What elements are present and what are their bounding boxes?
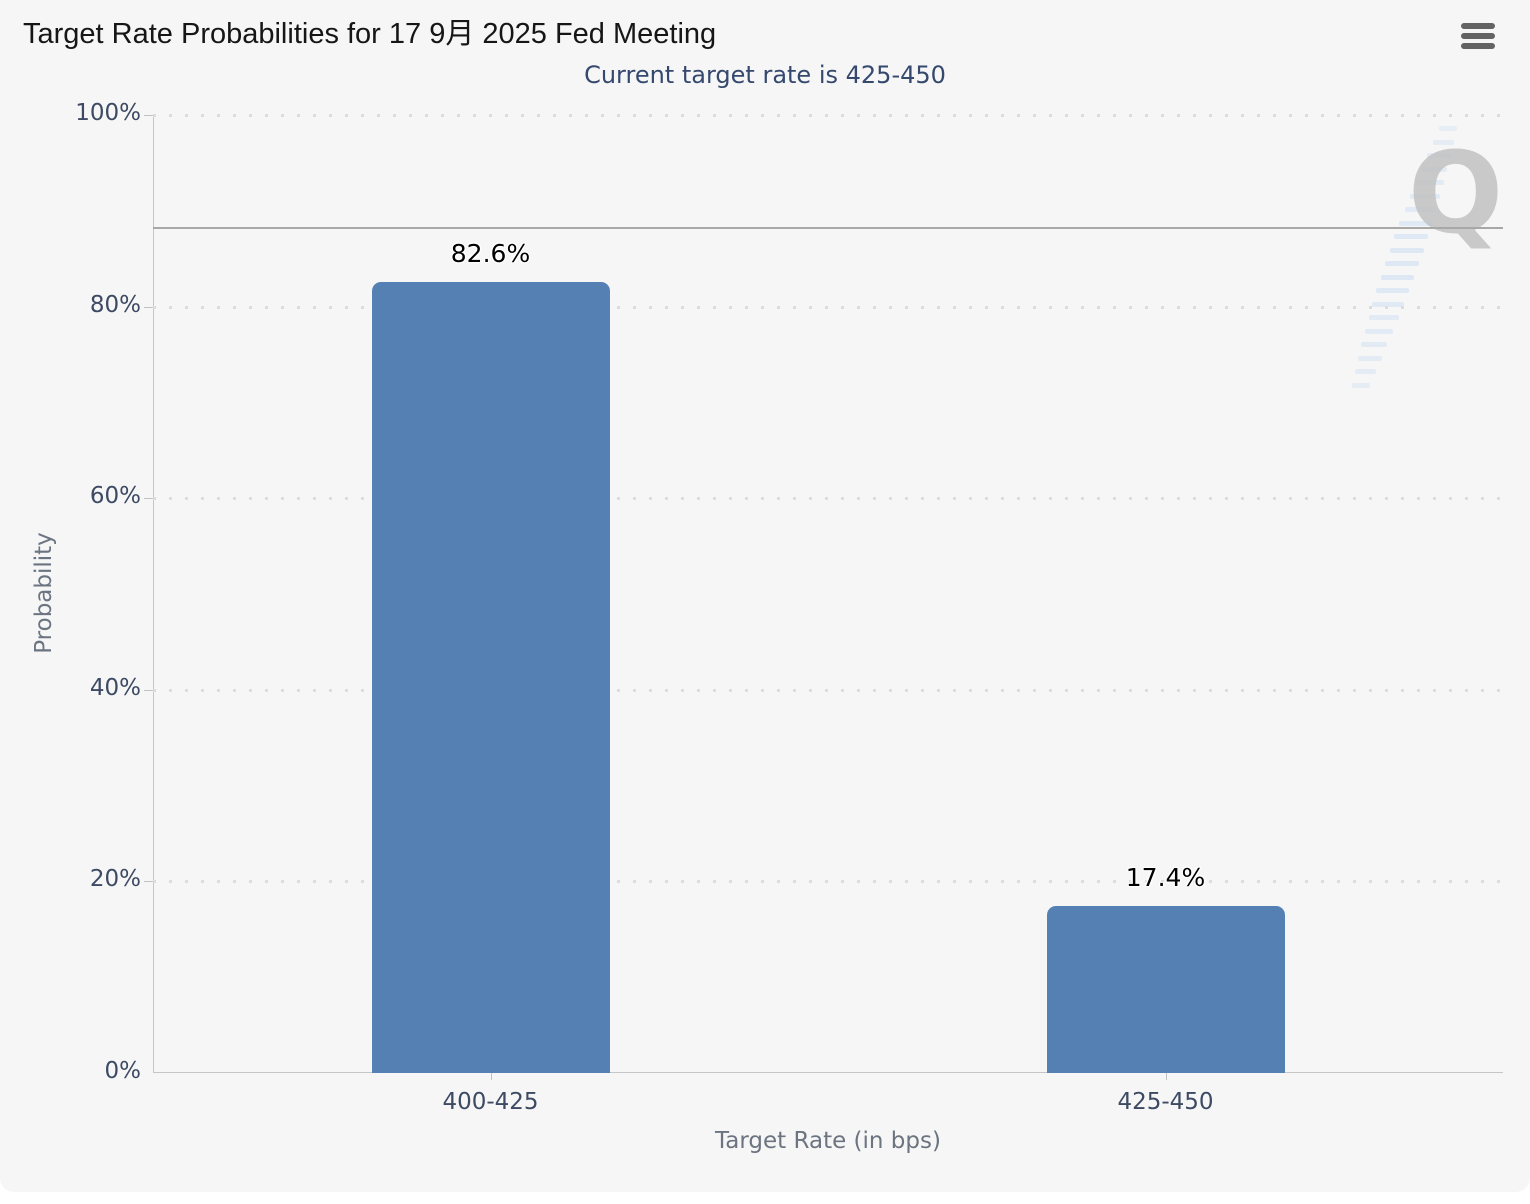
chart-subtitle: Current target rate is 425-450 <box>584 61 946 89</box>
y-tick-label: 100% <box>75 100 141 126</box>
plot-area: 0% 20% 40% 60% 80% 100% 82.6% 400-425 17.4% 425-4… <box>75 100 1503 1115</box>
hamburger-icon <box>1461 33 1495 39</box>
y-axis-tick <box>144 689 153 691</box>
watermark-dash <box>1376 288 1410 293</box>
y-axis-tick <box>144 306 153 308</box>
gridline <box>153 305 1503 309</box>
watermark-dash <box>1410 193 1440 199</box>
quikstrike-watermark: Q <box>1351 120 1520 420</box>
watermark-dash <box>1439 126 1457 131</box>
chart-menu-button[interactable] <box>1459 17 1499 51</box>
watermark-swoosh <box>1351 120 1520 420</box>
y-tick-label: 20% <box>89 866 141 893</box>
gridline <box>153 688 1503 692</box>
chart-title: Target Rate Probabilities for 17 9月 2025… <box>23 18 717 50</box>
hamburger-icon <box>1461 43 1495 49</box>
x-axis-line <box>153 1072 1503 1073</box>
x-tick-label: 400-425 <box>442 1089 539 1115</box>
watermark-q-logo: Q <box>1408 129 1504 259</box>
gridline <box>153 114 1503 117</box>
plot-line <box>153 227 1503 230</box>
watermark-dash <box>1433 139 1454 145</box>
watermark-dash <box>1351 382 1370 388</box>
watermark-dash <box>1404 207 1437 212</box>
watermark-dash <box>1389 247 1424 253</box>
watermark-dash <box>1361 342 1388 347</box>
watermark-dash <box>1421 166 1448 172</box>
bar-value-label: 82.6% <box>450 238 531 268</box>
x-tick-label: 425-450 <box>1117 1089 1214 1115</box>
y-tick-label: 80% <box>89 291 141 318</box>
y-axis-tick <box>144 115 153 116</box>
watermark-dash <box>1427 153 1451 158</box>
gridline <box>153 880 1503 884</box>
watermark-dash <box>1385 261 1419 266</box>
y-axis-tick <box>144 881 153 883</box>
watermark-dash <box>1399 220 1433 226</box>
x-axis-tick <box>1165 1073 1167 1080</box>
y-tick-label: 60% <box>89 483 141 510</box>
bar-400-425[interactable] <box>371 281 610 1073</box>
bar-value-label: 17.4% <box>1125 863 1206 893</box>
watermark-dash <box>1368 315 1399 320</box>
y-tick-label: 40% <box>89 674 141 701</box>
y-tick-label: 0% <box>104 1058 142 1084</box>
watermark-dash <box>1380 274 1415 280</box>
watermark-dash <box>1394 234 1428 239</box>
y-axis-line <box>153 115 154 1073</box>
watermark-dash <box>1364 328 1394 334</box>
bar-425-450[interactable] <box>1046 906 1285 1073</box>
gridline <box>153 497 1503 501</box>
hamburger-icon <box>1461 23 1495 29</box>
watermark-dash <box>1354 369 1376 374</box>
x-axis-tick <box>490 1073 492 1080</box>
watermark-dash <box>1358 355 1382 361</box>
watermark-dash <box>1372 301 1404 307</box>
y-axis-tick <box>144 498 153 500</box>
x-axis-title: Target Rate (in bps) <box>715 1128 941 1154</box>
watermark-dash <box>1415 180 1444 185</box>
y-axis-title: Probability <box>31 532 57 654</box>
